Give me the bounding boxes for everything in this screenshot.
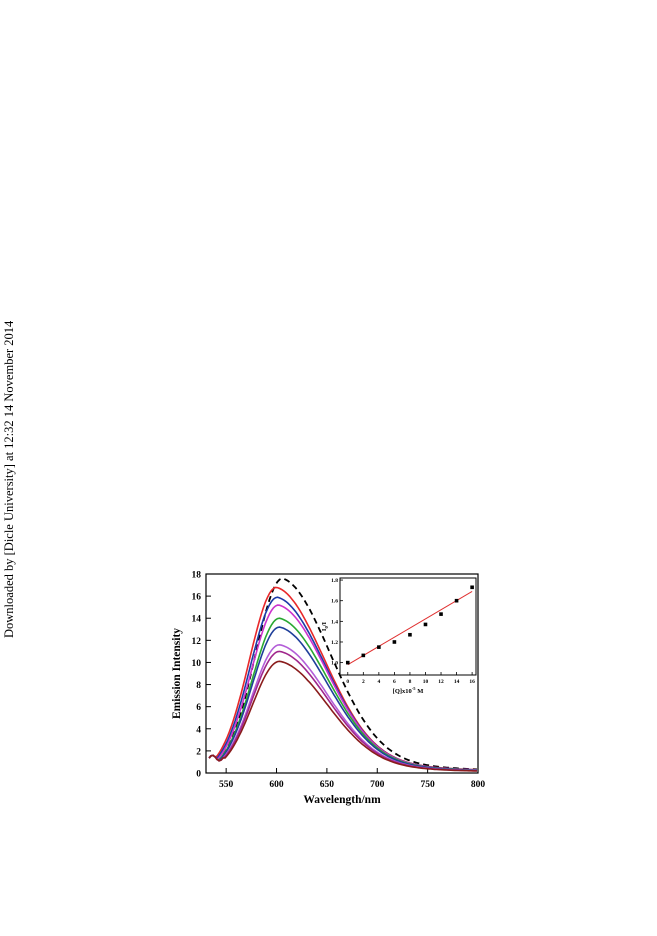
inset-data-point xyxy=(361,653,366,658)
inset-fit-line xyxy=(347,590,473,666)
inset-data-point xyxy=(423,622,428,627)
inset-data-point xyxy=(345,660,350,665)
y-tick-label: 18 xyxy=(192,571,202,581)
main-plot-frame xyxy=(205,573,479,774)
x-tick-label: 700 xyxy=(370,780,385,790)
y-tick-label: 8 xyxy=(196,681,201,691)
x-tick-label: 650 xyxy=(320,780,335,790)
inset-x-tick-label: 2 xyxy=(362,679,365,685)
y-tick-label: 0 xyxy=(196,770,201,780)
inset-x-tick-label: 16 xyxy=(469,679,475,685)
y-tick-label: 16 xyxy=(192,593,202,603)
y-axis-label: Emission Intensity xyxy=(171,628,183,719)
inset-y-axis-label: I0/I xyxy=(321,621,329,631)
inset-x-tick-label: 0 xyxy=(346,679,349,685)
y-tick-label: 12 xyxy=(192,637,202,647)
inset-data-point xyxy=(408,632,412,637)
inset-x-tick-label: 12 xyxy=(438,679,444,685)
inset-y-tick-label: 1.0 xyxy=(331,661,338,667)
inset-x-tick-label: 4 xyxy=(377,679,380,685)
inset-data-point xyxy=(470,585,474,590)
inset-x-tick-label: 14 xyxy=(454,679,460,685)
emission-series-line xyxy=(208,577,478,771)
x-tick-label: 600 xyxy=(269,780,284,790)
emission-series-line xyxy=(208,660,478,772)
inset-x-tick-label: 10 xyxy=(423,679,429,685)
x-tick-label: 800 xyxy=(471,780,486,790)
inset-y-tick-label: 1.6 xyxy=(331,599,338,605)
x-tick-label: 750 xyxy=(421,780,436,790)
x-axis-label: Wavelength/nm xyxy=(303,794,381,806)
inset-data-point xyxy=(392,640,397,644)
y-tick-label: 10 xyxy=(192,659,202,669)
inset-x-axis-label: [Q]x10-5 M xyxy=(393,686,424,695)
main-plot: 550 600 650 700 750 800 0 2 4 6 8 10 12 14 16 18 Wavelen… xyxy=(171,571,485,807)
x-tick-label: 550 xyxy=(219,780,234,790)
inset-data-point xyxy=(377,645,381,649)
inset-y-tick-label: 1.2 xyxy=(331,640,338,646)
y-tick-label: 4 xyxy=(196,725,201,735)
inset-x-tick-label: 6 xyxy=(393,679,396,685)
inset-x-tick-label: 8 xyxy=(409,679,412,685)
y-tick-label: 6 xyxy=(196,703,201,713)
y-tick-label: 2 xyxy=(196,747,201,757)
inset-y-tick-label: 1.4 xyxy=(331,619,338,625)
y-tick-label: 14 xyxy=(192,615,202,625)
inset-data-point xyxy=(454,598,459,603)
inset-frame xyxy=(339,577,477,676)
inset-plot: 0 2 4 6 8 10 12 14 16 1.0 1.2 1.4 1.6 1.8 [Q]x10-5 M I0… xyxy=(321,577,477,695)
inset-data-point xyxy=(439,612,443,616)
inset-y-tick-label: 1.8 xyxy=(331,578,338,584)
